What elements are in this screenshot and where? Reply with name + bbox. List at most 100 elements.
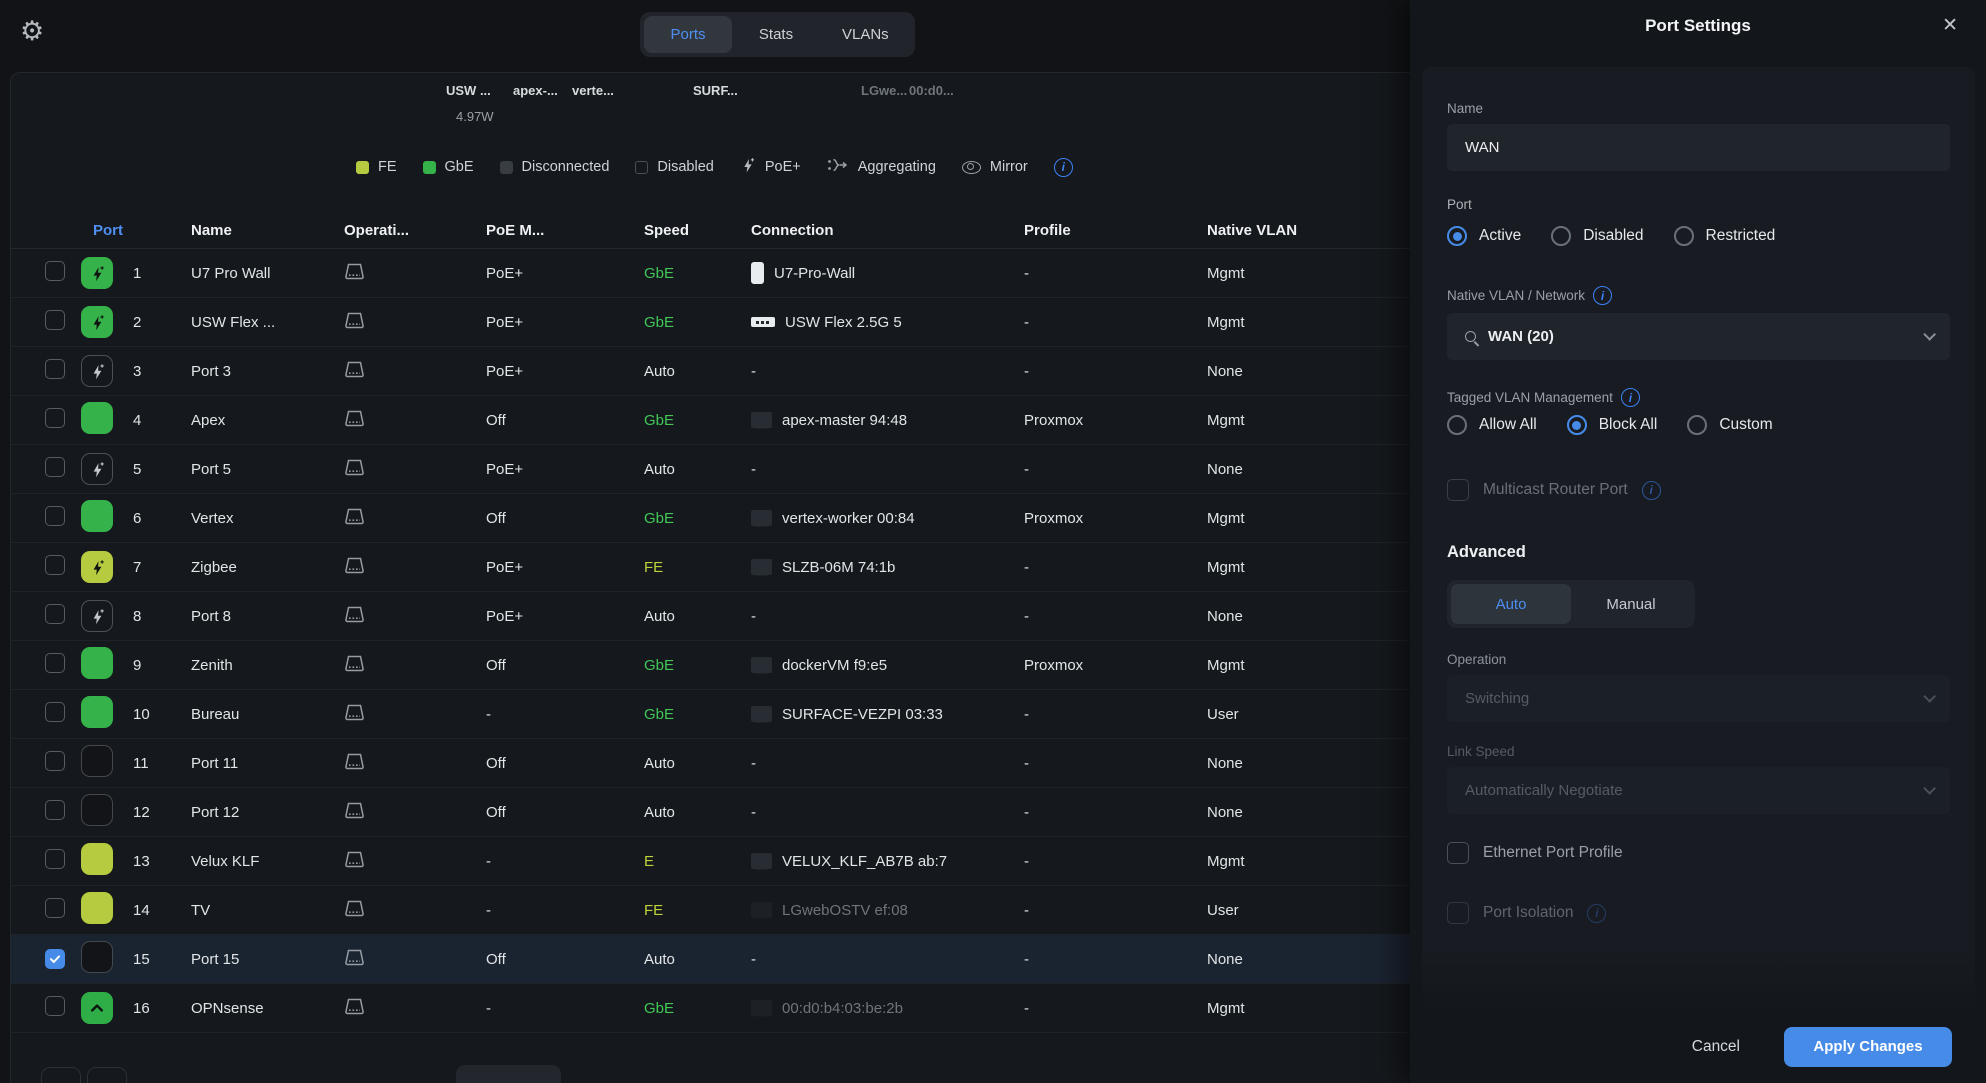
row-checkbox[interactable] xyxy=(45,261,65,281)
column-header-speed[interactable]: Speed xyxy=(644,222,690,239)
port-name: Vertex xyxy=(191,509,234,527)
operation-device-icon xyxy=(344,312,486,333)
legend-info-icon[interactable]: i xyxy=(1053,157,1073,177)
tab-vlans[interactable]: VLANs xyxy=(842,26,889,43)
port-number: 9 xyxy=(133,656,142,674)
row-checkbox[interactable] xyxy=(45,604,65,624)
column-header-name[interactable]: Name xyxy=(191,222,232,239)
radio-block-all[interactable]: Block All xyxy=(1566,415,1657,435)
apply-changes-button[interactable]: Apply Changes xyxy=(1784,1026,1952,1067)
row-checkbox[interactable] xyxy=(45,457,65,477)
radio-dot-icon xyxy=(1673,226,1694,246)
port-number: 11 xyxy=(133,754,149,772)
link-up-icon xyxy=(81,647,113,679)
table-row-port-7[interactable]: 7 Zigbee PoE+ FE SLZB-06M 74:1b - Mgmt xyxy=(11,543,1411,592)
connection-cell: SLZB-06M 74:1b xyxy=(751,559,1024,576)
tab-ports[interactable]: Ports xyxy=(644,16,732,53)
bottom-control[interactable] xyxy=(87,1067,127,1083)
link-speed-select[interactable]: Automatically Negotiate xyxy=(1447,767,1950,814)
row-checkbox[interactable] xyxy=(45,310,65,330)
table-row-port-8[interactable]: 8 Port 8 PoE+ Auto - - None xyxy=(11,592,1411,641)
operation-device-icon xyxy=(344,508,486,529)
row-checkbox[interactable] xyxy=(45,800,65,820)
table-row-port-10[interactable]: 10 Bureau - GbE SURFACE-VEZPI 03:33 - User xyxy=(11,690,1411,739)
column-header-connection[interactable]: Connection xyxy=(751,222,834,239)
settings-gear-icon[interactable]: ⚙ xyxy=(20,16,45,46)
row-checkbox[interactable] xyxy=(45,898,65,918)
column-header-operation[interactable]: Operati... xyxy=(344,222,410,239)
close-icon[interactable]: ✕ xyxy=(1942,15,1958,36)
multicast-router-port-checkbox[interactable]: Multicast Router Port i xyxy=(1447,479,1950,501)
column-header-poe-mode[interactable]: PoE M... xyxy=(486,222,545,239)
speed-value: GbE xyxy=(644,509,675,527)
port-name: OPNsense xyxy=(191,999,264,1017)
poe-active-icon xyxy=(81,551,113,583)
connection-name: - xyxy=(751,362,756,380)
profile-value: - xyxy=(1024,264,1029,282)
radio-allow-all[interactable]: Allow All xyxy=(1447,415,1537,435)
operation-device-icon xyxy=(344,263,486,284)
device-column-label: verte... xyxy=(572,83,614,98)
name-input-value: WAN xyxy=(1465,139,1500,156)
row-checkbox[interactable] xyxy=(45,408,65,428)
table-row-port-13[interactable]: 13 Velux KLF - E VELUX_KLF_AB7B ab:7 - Mgmt xyxy=(11,837,1411,886)
row-checkbox[interactable] xyxy=(45,949,65,969)
connection-cell: LGwebOSTV ef:08 xyxy=(751,902,1024,919)
table-row-port-16[interactable]: 16 OPNsense - GbE 00:d0:b4:03:be:2b - Mgmt xyxy=(11,984,1411,1033)
row-checkbox[interactable] xyxy=(45,506,65,526)
row-checkbox[interactable] xyxy=(45,359,65,379)
table-row-port-15[interactable]: 15 Port 15 Off Auto - - None xyxy=(11,935,1411,984)
port-isolation-checkbox[interactable]: Port Isolation i xyxy=(1447,902,1950,924)
radio-active[interactable]: Active xyxy=(1447,226,1521,246)
tab-stats[interactable]: Stats xyxy=(758,26,794,43)
poe-mode-value: PoE+ xyxy=(486,607,524,625)
port-legend: FE GbE Disconnected Disabled PoE+ Aggreg… xyxy=(356,157,1073,177)
radio-active-label: Active xyxy=(1479,227,1522,244)
table-row-port-5[interactable]: 5 Port 5 PoE+ Auto - - None xyxy=(11,445,1411,494)
table-row-port-14[interactable]: 14 TV - FE LGwebOSTV ef:08 - User xyxy=(11,886,1411,935)
mode-manual-button[interactable]: Manual xyxy=(1606,595,1656,613)
radio-custom[interactable]: Custom xyxy=(1687,415,1773,435)
column-header-profile[interactable]: Profile xyxy=(1024,222,1071,239)
native-vlan-select[interactable]: WAN (20) xyxy=(1447,313,1950,360)
table-row-port-6[interactable]: 6 Vertex Off GbE vertex-worker 00:84 Proxmox M… xyxy=(11,494,1411,543)
checkbox-icon xyxy=(1447,842,1469,864)
poe-available-icon xyxy=(81,355,113,387)
table-row-port-12[interactable]: 12 Port 12 Off Auto - - None xyxy=(11,788,1411,837)
native-vlan-info-icon[interactable]: i xyxy=(1593,286,1613,305)
port-number: 5 xyxy=(133,460,142,478)
row-checkbox[interactable] xyxy=(45,555,65,575)
row-checkbox[interactable] xyxy=(45,751,65,771)
connection-cell: 00:d0:b4:03:be:2b xyxy=(751,1000,1024,1017)
table-row-port-9[interactable]: 9 Zenith Off GbE dockerVM f9:e5 Proxmox Mgmt xyxy=(11,641,1411,690)
mode-auto-button[interactable]: Auto xyxy=(1451,584,1571,624)
connection-cell: - xyxy=(751,608,1024,625)
profile-value: - xyxy=(1024,705,1029,723)
table-row-port-4[interactable]: 4 Apex Off GbE apex-master 94:48 Proxmox Mgmt xyxy=(11,396,1411,445)
profile-value: - xyxy=(1024,362,1029,380)
client-device-icon xyxy=(751,412,772,429)
poe-mode-value: PoE+ xyxy=(486,558,524,576)
table-row-port-3[interactable]: 3 Port 3 PoE+ Auto - - None xyxy=(11,347,1411,396)
table-row-port-1[interactable]: 1 U7 Pro Wall PoE+ GbE U7-Pro-Wall - Mgmt xyxy=(11,249,1411,298)
column-header-port[interactable]: Port xyxy=(93,222,123,239)
radio-allow-all-label: Allow All xyxy=(1479,416,1537,433)
column-header-native-vlan[interactable]: Native VLAN xyxy=(1207,222,1298,239)
radio-restricted[interactable]: Restricted xyxy=(1673,226,1775,246)
profile-value: - xyxy=(1024,901,1029,919)
bottom-control[interactable] xyxy=(41,1067,81,1083)
bottom-control[interactable] xyxy=(456,1065,561,1083)
row-checkbox[interactable] xyxy=(45,849,65,869)
row-checkbox[interactable] xyxy=(45,653,65,673)
table-row-port-11[interactable]: 11 Port 11 Off Auto - - None xyxy=(11,739,1411,788)
native-vlan-value: Mgmt xyxy=(1207,999,1245,1017)
ethernet-port-profile-checkbox[interactable]: Ethernet Port Profile xyxy=(1447,842,1950,864)
table-row-port-2[interactable]: 2 USW Flex ... PoE+ GbE USW Flex 2.5G 5 - Mgmt xyxy=(11,298,1411,347)
radio-disabled[interactable]: Disabled xyxy=(1551,226,1644,246)
name-input[interactable]: WAN xyxy=(1447,124,1950,171)
cancel-button[interactable]: Cancel xyxy=(1691,1037,1740,1055)
operation-select[interactable]: Switching xyxy=(1447,675,1950,722)
tagged-vlan-info-icon[interactable]: i xyxy=(1620,388,1640,407)
row-checkbox[interactable] xyxy=(45,702,65,722)
row-checkbox[interactable] xyxy=(45,996,65,1016)
